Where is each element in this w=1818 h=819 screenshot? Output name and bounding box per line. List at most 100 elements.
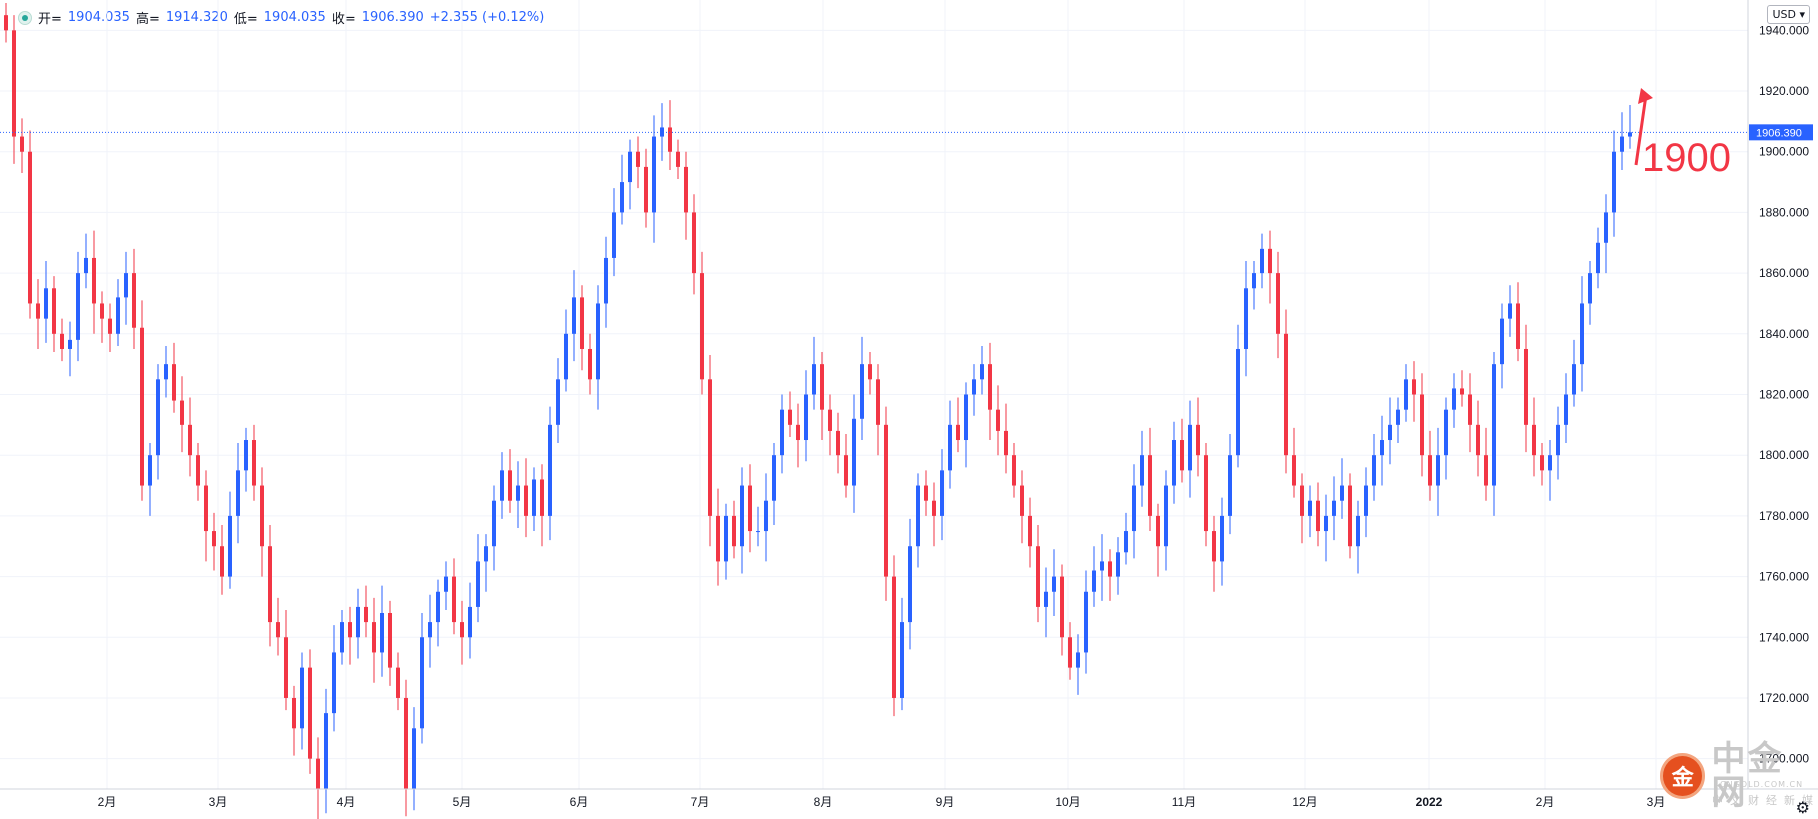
candle-body [20,136,24,152]
chevron-down-icon: ▾ [1799,8,1805,21]
status-dot-icon[interactable] [18,10,32,25]
candle-body [1484,455,1488,486]
price-tick-label: 1860.000 [1759,266,1809,280]
candle-body [460,622,464,638]
candle-body [724,515,728,562]
candle-body [668,127,672,152]
last-price-tag-label: 1906.390 [1756,127,1802,139]
watermark-logo-icon: 金 [1660,753,1706,799]
candle-body [420,637,424,729]
price-axis: 1940.000 1920.000 1900.000 1880.000 1860.000… [1747,0,1809,789]
candle-body [1548,455,1552,471]
candle-body [1284,333,1288,456]
candle-body [988,364,992,410]
candle-body [580,297,584,349]
candle-body [1380,440,1384,456]
time-axis: 2月 3月 4月 5月 6月 7月 8月 9月 10月 11月 12月 2022 2月 3月 [0,788,1818,809]
candle-body [980,364,984,380]
candle-body [116,297,120,334]
candle-body [252,440,256,486]
price-tick-label: 1720.000 [1759,691,1809,705]
time-tick-label: 5月 [453,795,472,809]
open-label: 开= [38,12,62,27]
candle-body [996,409,1000,431]
candle-body [244,440,248,471]
candle-body [860,364,864,419]
candle-body [428,622,432,638]
candle-body [788,409,792,425]
candle-body [1092,570,1096,592]
candle-body [404,697,408,789]
gear-icon[interactable]: ⚙ [1795,798,1810,817]
candle-body [1132,485,1136,532]
candles-layer [4,3,1632,819]
time-tick-label: 3月 [1647,795,1666,809]
candle-body [1148,455,1152,516]
candle-body [1180,440,1184,471]
candle-body [1076,652,1080,668]
price-tick-label: 1820.000 [1759,388,1809,402]
open-value: 1904.035 [67,10,130,25]
candle-body [364,606,368,623]
candle-body [492,500,496,547]
change-value: +2.355 (+0.12%) [429,10,545,25]
candle-body [316,758,320,789]
candle-body [1268,248,1272,274]
candle-body [1460,388,1464,395]
candle-body [1572,364,1576,395]
candle-body [372,622,376,653]
candle-body [1468,394,1472,425]
candle-body [1588,273,1592,304]
candle-body [1452,388,1456,410]
candle-body [156,379,160,456]
candle-body [1348,485,1352,547]
candle-body [340,622,344,653]
candle-body [1556,424,1560,456]
last-price-line: 1906.390 [0,124,1813,141]
currency-selector[interactable]: USD ▾ [1767,5,1810,24]
candle-body [1564,394,1568,425]
price-tick-label: 1780.000 [1759,509,1809,523]
candle-body [1364,485,1368,516]
candle-body [1124,531,1128,553]
candle-body [220,546,224,577]
candle-body [412,728,416,789]
candle-body [388,612,392,668]
candle-body [164,364,168,380]
candle-body [92,257,96,304]
candle-body [1212,531,1216,562]
annotation-label: 1900 [1642,136,1731,180]
candle-body [532,479,536,516]
candle-body [212,531,216,547]
candle-body [1356,515,1360,547]
candle-body [28,151,32,304]
candle-body [1020,485,1024,516]
candle-body [292,697,296,729]
candle-body [476,561,480,607]
candle-body [1028,515,1032,547]
candle-body [348,622,352,638]
candle-body [1156,515,1160,547]
candle-body [1524,348,1528,425]
candle-body [780,409,784,456]
candle-body [1476,424,1480,456]
candle-body [1108,561,1112,577]
candle-body [356,606,360,638]
time-tick-label: 2月 [1536,795,1555,809]
candle-body [188,424,192,456]
candle-body [644,166,648,213]
candle-body [972,379,976,395]
candle-body [540,479,544,516]
candle-body [148,455,152,486]
time-tick-label: 3月 [209,795,228,809]
candle-body [700,273,704,380]
candle-body [1332,500,1336,516]
candle-body [1508,303,1512,319]
candle-body [604,257,608,304]
price-tick-label: 1900.000 [1759,145,1809,159]
last-price-tag [1749,124,1813,141]
candle-body [884,424,888,577]
candle-body [100,303,104,319]
candle-body [4,15,8,31]
